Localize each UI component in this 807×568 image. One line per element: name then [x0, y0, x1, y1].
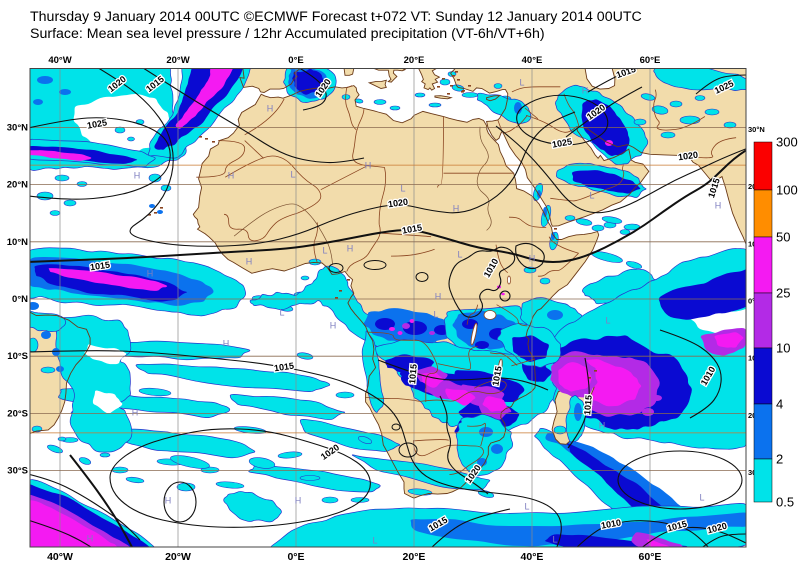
- svg-text:1010: 1010: [600, 517, 621, 530]
- svg-text:30: 30: [748, 468, 756, 477]
- svg-text:L: L: [457, 250, 462, 260]
- svg-text:L: L: [290, 170, 295, 180]
- svg-text:1015: 1015: [89, 260, 110, 273]
- svg-text:H: H: [165, 496, 172, 506]
- svg-text:2: 2: [776, 452, 783, 467]
- svg-text:Surface: Mean sea level pressu: Surface: Mean sea level pressure / 12hr …: [30, 26, 545, 42]
- svg-text:0°: 0°: [748, 297, 755, 306]
- svg-text:30°N: 30°N: [748, 125, 765, 134]
- svg-text:1015: 1015: [490, 365, 503, 386]
- svg-text:0°N: 0°N: [12, 294, 28, 305]
- svg-text:H: H: [132, 408, 139, 418]
- svg-text:H: H: [599, 421, 606, 431]
- svg-text:1015: 1015: [273, 361, 294, 374]
- svg-text:20°N: 20°N: [7, 180, 28, 191]
- svg-text:L: L: [524, 502, 529, 512]
- svg-text:30°S: 30°S: [7, 466, 28, 477]
- svg-text:20°E: 20°E: [403, 551, 426, 563]
- svg-text:40°W: 40°W: [47, 551, 73, 563]
- svg-text:H: H: [453, 204, 460, 214]
- svg-text:40°W: 40°W: [48, 55, 71, 66]
- svg-text:100: 100: [776, 183, 798, 198]
- svg-text:H: H: [529, 254, 536, 264]
- svg-text:10°N: 10°N: [7, 237, 28, 248]
- svg-text:H: H: [87, 534, 94, 544]
- svg-text:20°W: 20°W: [165, 551, 191, 563]
- svg-text:40°E: 40°E: [521, 551, 544, 563]
- svg-text:25: 25: [776, 286, 790, 301]
- svg-text:40°E: 40°E: [522, 55, 543, 66]
- svg-text:20: 20: [748, 182, 756, 191]
- svg-text:0°E: 0°E: [287, 551, 304, 563]
- svg-text:0.5: 0.5: [776, 495, 794, 510]
- svg-text:20°W: 20°W: [166, 55, 189, 66]
- svg-text:H: H: [267, 104, 274, 114]
- svg-text:1020: 1020: [387, 197, 408, 210]
- svg-text:50: 50: [776, 230, 790, 245]
- svg-text:4: 4: [776, 397, 783, 412]
- svg-text:30°N: 30°N: [7, 122, 28, 133]
- svg-text:1015: 1015: [407, 364, 419, 385]
- svg-text:20°E: 20°E: [404, 55, 425, 66]
- svg-text:H: H: [228, 171, 235, 181]
- svg-text:H: H: [147, 269, 154, 279]
- svg-text:L: L: [589, 191, 594, 201]
- svg-text:L: L: [433, 310, 438, 320]
- svg-text:H: H: [435, 292, 442, 302]
- svg-text:0°E: 0°E: [288, 55, 303, 66]
- svg-text:H: H: [347, 244, 354, 254]
- svg-text:20: 20: [748, 411, 756, 420]
- svg-text:H: H: [295, 496, 302, 506]
- svg-text:10°S: 10°S: [7, 351, 28, 362]
- svg-text:L: L: [605, 316, 610, 326]
- svg-text:H: H: [330, 321, 337, 331]
- svg-text:60°E: 60°E: [640, 55, 661, 66]
- svg-text:1020: 1020: [677, 150, 698, 163]
- svg-text:60°E: 60°E: [639, 551, 662, 563]
- svg-text:H: H: [582, 86, 589, 96]
- svg-text:20°S: 20°S: [7, 408, 28, 419]
- svg-text:1025: 1025: [86, 117, 107, 130]
- svg-text:10: 10: [748, 354, 756, 363]
- svg-text:L: L: [372, 536, 377, 546]
- svg-text:H: H: [134, 171, 141, 181]
- svg-text:H: H: [246, 257, 253, 267]
- svg-text:L: L: [552, 535, 557, 545]
- svg-text:10: 10: [776, 341, 790, 356]
- svg-text:L: L: [400, 184, 405, 194]
- svg-text:1015: 1015: [582, 395, 594, 416]
- svg-text:1025: 1025: [551, 136, 572, 149]
- svg-text:L: L: [322, 246, 327, 256]
- svg-text:L: L: [699, 493, 704, 503]
- svg-text:10: 10: [748, 239, 756, 248]
- svg-text:300: 300: [776, 135, 798, 150]
- svg-text:Thursday 9 January 2014 00UTC: Thursday 9 January 2014 00UTC ©ECMWF For…: [30, 9, 642, 25]
- svg-text:H: H: [365, 161, 372, 171]
- svg-text:L: L: [519, 78, 524, 88]
- svg-text:H: H: [223, 339, 230, 349]
- svg-text:1015: 1015: [401, 222, 422, 235]
- svg-text:H: H: [715, 201, 722, 211]
- svg-text:L: L: [279, 308, 284, 318]
